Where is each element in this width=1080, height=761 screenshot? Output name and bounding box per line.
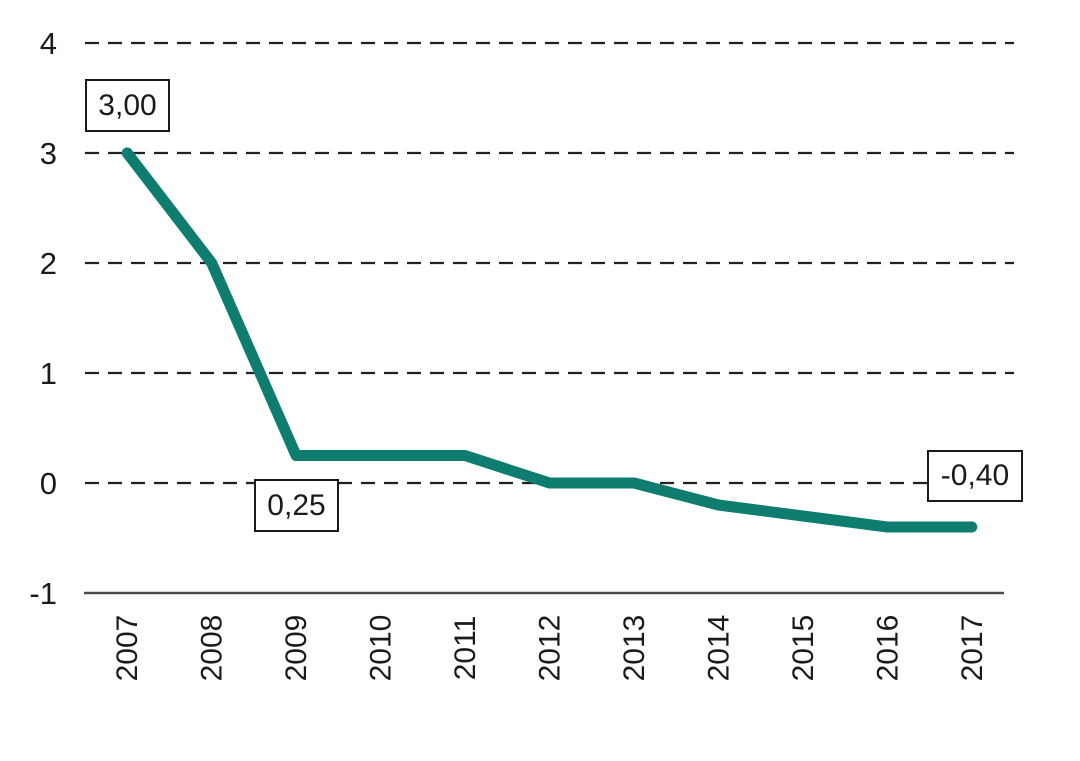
series-line-rate bbox=[121, 147, 978, 533]
xtick-label-2009: 2009 bbox=[280, 615, 313, 682]
xtick-label-2011: 2011 bbox=[449, 616, 482, 681]
data-label-2007: 3,00 bbox=[85, 79, 170, 132]
ytick-label-4: 4 bbox=[40, 26, 57, 61]
xtick-label-2014: 2014 bbox=[702, 615, 735, 682]
data-label-2009: 0,25 bbox=[254, 479, 339, 532]
ytick-label-2: 2 bbox=[40, 246, 57, 281]
data-label-2017: -0,40 bbox=[927, 450, 1023, 502]
ytick-label--1: -1 bbox=[29, 576, 57, 611]
ytick-label-0: 0 bbox=[40, 466, 57, 501]
xtick-label-2016: 2016 bbox=[871, 615, 904, 682]
xtick-label-2010: 2010 bbox=[365, 615, 398, 682]
xtick-label-2008: 2008 bbox=[196, 615, 229, 682]
xtick-label-2017: 2017 bbox=[956, 615, 989, 682]
ytick-label-1: 1 bbox=[40, 356, 57, 391]
xtick-label-2007: 2007 bbox=[111, 615, 144, 682]
xtick-label-2015: 2015 bbox=[787, 615, 820, 682]
xtick-label-2012: 2012 bbox=[534, 615, 567, 682]
ytick-label-3: 3 bbox=[40, 136, 57, 171]
xtick-label-2013: 2013 bbox=[618, 615, 651, 682]
